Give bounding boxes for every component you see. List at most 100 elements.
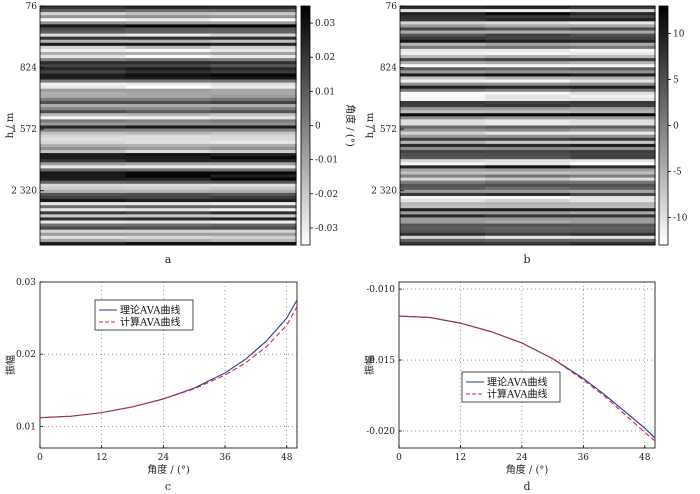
colorbar-tick-label: 0 [673,122,679,132]
y-tick-label: 0.01 [16,422,36,432]
heatmap-cell [125,36,212,41]
heatmap-cell [40,30,126,34]
heatmap-cell [400,24,486,28]
series-line-2 [398,315,656,442]
heatmap-cell [40,226,126,231]
heatmap-cell [570,110,656,114]
heatmap-cell [40,171,126,175]
heatmap-cell [570,107,656,111]
heatmap-cell [40,88,126,93]
heatmap-cell [485,67,571,71]
heatmap-cell [40,67,126,71]
heatmap-cell [570,30,656,34]
heatmap-cell [125,91,212,96]
heatmap-cell [125,186,212,191]
heatmap-cell [125,64,212,68]
heatmap-cell [40,220,126,224]
heatmap-cell [570,220,656,224]
heatmap-cell [570,82,656,87]
heatmap-cell [570,12,656,16]
heatmap-cell [570,9,656,13]
heatmap-cell [210,202,297,206]
y-axis-label: 振幅 [363,355,376,375]
heatmap-cell [125,104,212,108]
heatmap-cell [125,97,212,102]
heatmap-cell [400,42,486,47]
heatmap-cell [485,189,571,194]
heatmap-cell [40,91,126,96]
heatmap-cell [40,159,126,163]
heatmap-cell [485,208,571,212]
heatmap-cell [570,67,656,71]
heatmap-cell [40,33,126,38]
heatmap-cell [570,97,656,102]
heatmap-cell [400,51,486,56]
heatmap-cell [485,232,571,237]
heatmap-cell [485,116,571,120]
heatmap-cell [570,180,656,185]
heatmap-cell [40,94,126,99]
line-panel-c: 0 12 24 36 48 0.01 0.02 0.03 角度 / (°) 振幅 理论AVA曲线计算… [4,278,298,493]
heatmap-cell [210,195,297,200]
heatmap-cell [485,107,571,111]
y-tick-label: 0.03 [16,278,36,288]
heatmap-cell [400,48,486,53]
heatmap-cell [400,226,486,231]
heatmap-cell [485,146,571,151]
heatmap-cell [125,189,212,194]
heatmap-cell [570,168,656,172]
heatmap-cell [400,9,486,13]
heatmap-cell [40,165,126,169]
heatmap-cell [40,21,126,25]
heatmap-cell [570,146,656,151]
heatmap-cell [485,199,571,203]
heatmap-cell [210,39,297,44]
heatmap-cell [485,153,571,157]
heatmap-cell [210,217,297,221]
heatmap-cell [210,177,297,182]
heatmap-cell [485,82,571,87]
heatmap-cell [210,241,297,246]
heatmap-cell [210,208,297,212]
heatmap-cell [125,67,212,71]
heatmap-cell [125,146,212,151]
heatmap-cell [210,180,297,185]
heatmap-cell [570,73,656,77]
heatmap-cell [125,116,212,120]
heatmap-cell [125,15,212,19]
heatmap-cell [210,70,297,74]
heatmap-cell [570,79,656,83]
heatmap-cell [485,36,571,41]
heatmap-cell [125,199,212,203]
heatmap-cell [570,55,656,59]
heatmap-cell [485,55,571,59]
heatmap-cell [210,119,297,123]
heatmap-cell [485,45,571,50]
heatmap-cell [210,58,297,62]
heatmap-cell [485,165,571,169]
heatmap-cell [210,110,297,114]
heatmap-cell [400,45,486,50]
heatmap-cell [485,168,571,172]
heatmap-cell [40,51,126,56]
heatmap-cell [400,143,486,148]
heatmap-cell [40,202,126,206]
heatmap-cell [40,140,126,145]
y-tick-label: 1 572 [11,125,37,135]
heatmap-cell [210,18,297,22]
panel-label: b [523,253,530,266]
heatmap-cell [485,128,571,133]
heatmap-cell [570,70,656,74]
heatmap-cell [125,223,212,228]
heatmap-cell [570,195,656,200]
heatmap-cell [40,70,126,74]
heatmap-cell [485,156,571,160]
heatmap-cell [570,199,656,203]
heatmap-cell [570,125,656,129]
heatmap-cell [125,94,212,99]
heatmap-cell [40,211,126,215]
heatmap-cell [570,21,656,25]
heatmap-cell [210,24,297,28]
heatmap-cell [210,73,297,77]
